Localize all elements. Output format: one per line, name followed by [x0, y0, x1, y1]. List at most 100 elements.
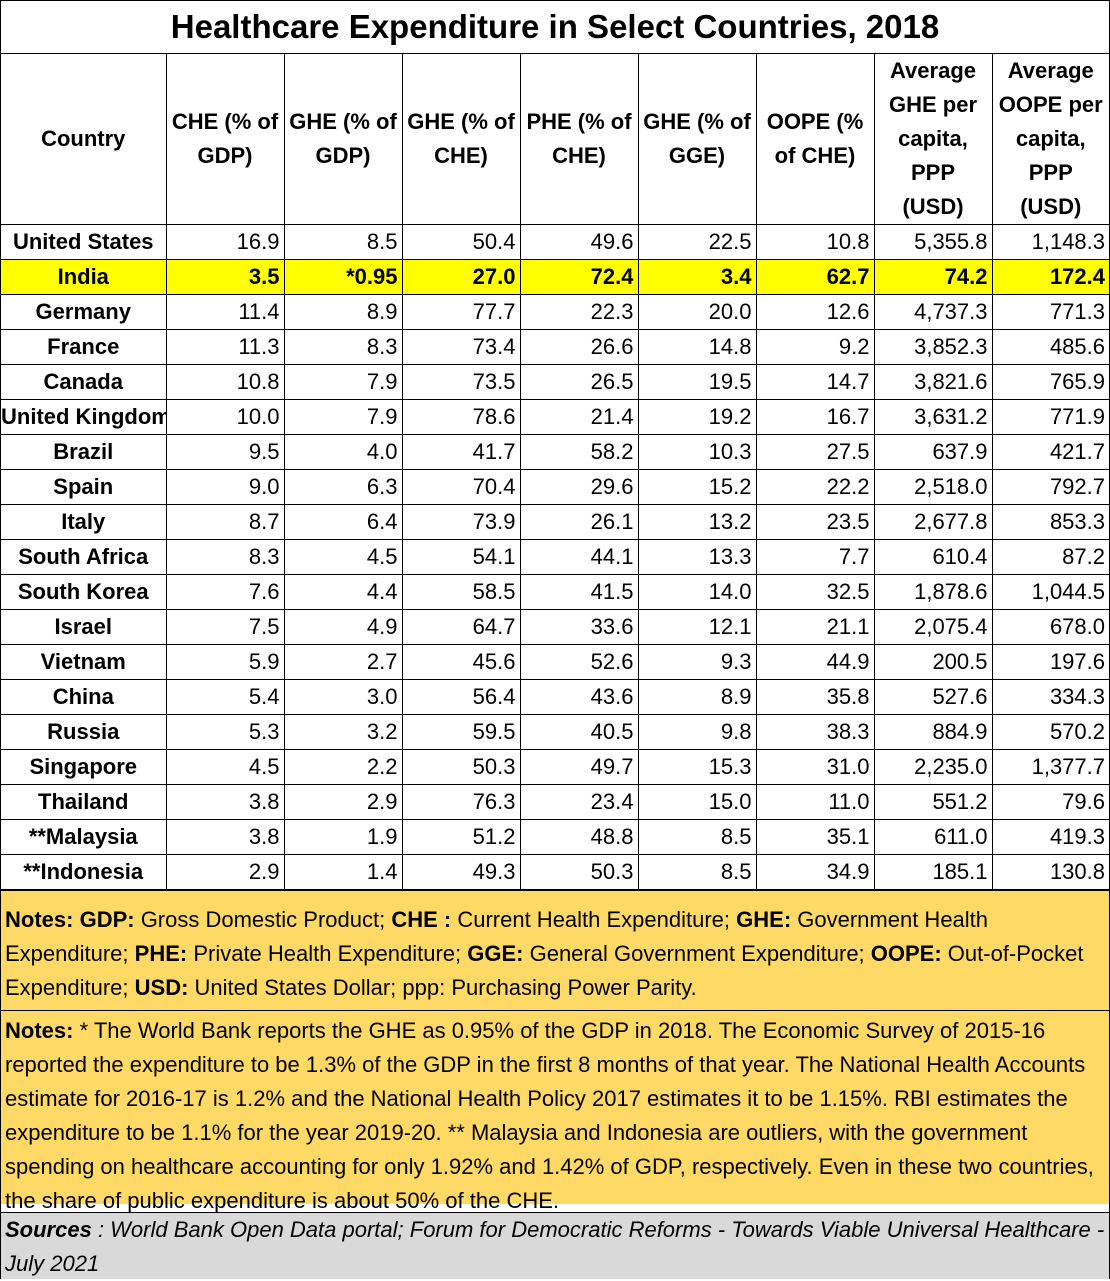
- country-cell: United States: [1, 224, 167, 260]
- abbreviation-definition: Private Health Expenditure;: [187, 941, 468, 966]
- country-cell: Spain: [1, 469, 167, 505]
- value-cell: 637.9: [873, 434, 993, 470]
- value-cell: 74.2: [873, 259, 993, 295]
- value-cell: 3.0: [283, 679, 403, 715]
- value-cell: 26.6: [519, 329, 639, 365]
- value-cell: 1,878.6: [873, 574, 993, 610]
- value-cell: 570.2: [991, 714, 1109, 750]
- country-cell: India: [1, 259, 167, 295]
- column-header: OOPE (% of CHE): [755, 54, 875, 225]
- value-cell: 5.9: [165, 644, 285, 680]
- value-cell: 3,631.2: [873, 399, 993, 435]
- country-cell: Brazil: [1, 434, 167, 470]
- value-cell: 31.0: [755, 749, 875, 785]
- value-cell: 792.7: [991, 469, 1109, 505]
- table-row: **Indonesia 2.9 1.4 49.3 50.3 8.5 34.9 185.1 130…: [1, 854, 1109, 890]
- value-cell: 5.3: [165, 714, 285, 750]
- value-cell: 50.3: [401, 749, 521, 785]
- value-cell: 34.9: [755, 854, 875, 890]
- abbreviations-notes: Notes: GDP: Gross Domestic Product; CHE …: [1, 890, 1109, 1019]
- abbreviation-definition: Current Health Expenditure;: [451, 907, 737, 932]
- value-cell: 78.6: [401, 399, 521, 435]
- abbreviation-term: PHE:: [134, 941, 188, 966]
- country-cell: Canada: [1, 364, 167, 400]
- sources-text: : World Bank Open Data portal; Forum for…: [5, 1217, 1105, 1276]
- value-cell: 3.5: [165, 259, 285, 295]
- value-cell: 4,737.3: [873, 294, 993, 330]
- value-cell: 73.9: [401, 504, 521, 540]
- table-row: Canada 10.8 7.9 73.5 26.5 19.5 14.7 3,821.6 765.…: [1, 364, 1109, 400]
- footnotes-text: * The World Bank reports the GHE as 0.95…: [5, 1018, 1094, 1213]
- value-cell: 2.2: [283, 749, 403, 785]
- abbreviation-term: GHE:: [736, 907, 792, 932]
- value-cell: 172.4: [991, 259, 1109, 295]
- value-cell: 19.5: [637, 364, 757, 400]
- value-cell: 14.0: [637, 574, 757, 610]
- column-header: Average OOPE per capita, PPP (USD): [991, 54, 1109, 225]
- value-cell: 8.5: [637, 854, 757, 890]
- value-cell: 73.4: [401, 329, 521, 365]
- abbreviation-term: GGE:: [467, 941, 524, 966]
- value-cell: 7.9: [283, 364, 403, 400]
- value-cell: 41.7: [401, 434, 521, 470]
- value-cell: 21.1: [755, 609, 875, 645]
- table-row: Israel 7.5 4.9 64.7 33.6 12.1 21.1 2,075.4 678.0: [1, 609, 1109, 645]
- table-row: Germany 11.4 8.9 77.7 22.3 20.0 12.6 4,737.3 771…: [1, 294, 1109, 330]
- value-cell: 49.6: [519, 224, 639, 260]
- value-cell: 197.6: [991, 644, 1109, 680]
- footnotes: Notes: * The World Bank reports the GHE …: [1, 1010, 1109, 1213]
- value-cell: 9.5: [165, 434, 285, 470]
- abbreviation-definition: Gross Domestic Product;: [134, 907, 392, 932]
- value-cell: 70.4: [401, 469, 521, 505]
- value-cell: 2.7: [283, 644, 403, 680]
- value-cell: 15.0: [637, 784, 757, 820]
- value-cell: 551.2: [873, 784, 993, 820]
- table-row: **Malaysia 3.8 1.9 51.2 48.8 8.5 35.1 611.0 419.…: [1, 819, 1109, 855]
- value-cell: 22.5: [637, 224, 757, 260]
- page-title: Healthcare Expenditure in Select Countri…: [1, 1, 1109, 54]
- value-cell: 7.9: [283, 399, 403, 435]
- value-cell: 3.2: [283, 714, 403, 750]
- value-cell: 59.5: [401, 714, 521, 750]
- table-body: United States 16.9 8.5 50.4 49.6 22.5 10.8 5,35…: [1, 224, 1109, 890]
- abbreviation-definition: General Government Expenditure;: [523, 941, 871, 966]
- value-cell: 678.0: [991, 609, 1109, 645]
- country-cell: Germany: [1, 294, 167, 330]
- value-cell: 485.6: [991, 329, 1109, 365]
- column-header: CHE (% of GDP): [165, 54, 285, 225]
- value-cell: 11.4: [165, 294, 285, 330]
- table-row: China 5.4 3.0 56.4 43.6 8.9 35.8 527.6 334.3: [1, 679, 1109, 715]
- country-cell: South Korea: [1, 574, 167, 610]
- value-cell: 3,852.3: [873, 329, 993, 365]
- value-cell: 76.3: [401, 784, 521, 820]
- value-cell: 771.3: [991, 294, 1109, 330]
- value-cell: 27.0: [401, 259, 521, 295]
- value-cell: 40.5: [519, 714, 639, 750]
- expenditure-table: Country CHE (% of GDP) GHE (% of GDP) GH…: [1, 54, 1109, 890]
- value-cell: 13.2: [637, 504, 757, 540]
- abbreviation-definition: Out-of-Pocket Expenditure;: [5, 941, 1084, 1000]
- abbreviation-term: USD:: [134, 975, 189, 1000]
- table-row: France 11.3 8.3 73.4 26.6 14.8 9.2 3,852.3 485.6: [1, 329, 1109, 365]
- abbreviation-term: GDP:: [79, 907, 135, 932]
- value-cell: 87.2: [991, 539, 1109, 575]
- value-cell: 35.8: [755, 679, 875, 715]
- value-cell: 38.3: [755, 714, 875, 750]
- value-cell: 16.9: [165, 224, 285, 260]
- value-cell: 853.3: [991, 504, 1109, 540]
- value-cell: 11.3: [165, 329, 285, 365]
- value-cell: 21.4: [519, 399, 639, 435]
- country-cell: Thailand: [1, 784, 167, 820]
- value-cell: 4.9: [283, 609, 403, 645]
- value-cell: 8.9: [283, 294, 403, 330]
- value-cell: 49.3: [401, 854, 521, 890]
- value-cell: 6.4: [283, 504, 403, 540]
- column-header: GHE (% of CHE): [401, 54, 521, 225]
- value-cell: 32.5: [755, 574, 875, 610]
- value-cell: 7.6: [165, 574, 285, 610]
- value-cell: 56.4: [401, 679, 521, 715]
- value-cell: 12.1: [637, 609, 757, 645]
- value-cell: 14.8: [637, 329, 757, 365]
- value-cell: 41.5: [519, 574, 639, 610]
- column-header: GHE (% of GGE): [637, 54, 757, 225]
